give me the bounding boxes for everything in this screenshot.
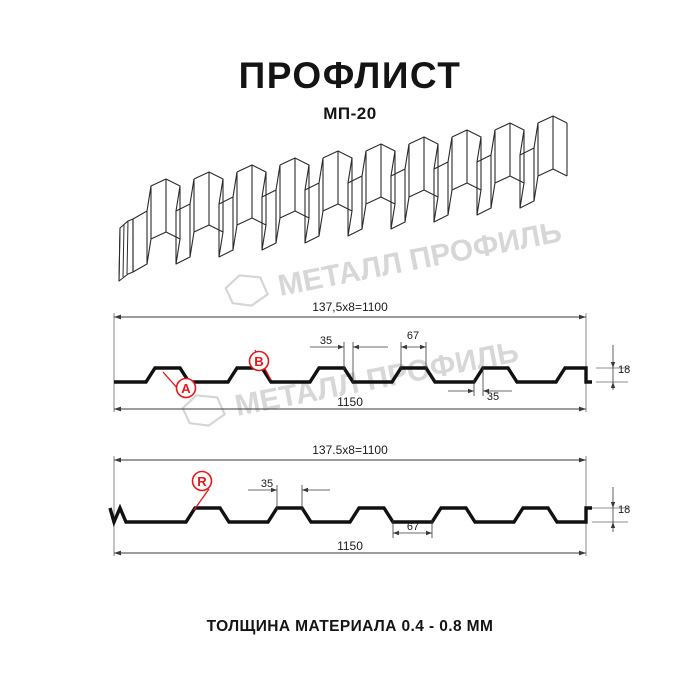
top-dim-height-label: 18 bbox=[618, 364, 630, 376]
bottom-dim-pitch-total bbox=[114, 457, 586, 463]
top-dim-height bbox=[610, 345, 616, 390]
top-dim-35-left bbox=[310, 342, 388, 384]
top-dim-overall-width bbox=[114, 406, 586, 412]
marker-r-label: R bbox=[197, 474, 207, 489]
watermark-text: МЕТАЛЛ ПРОФИЛЬ bbox=[232, 335, 521, 422]
marker-a-label: A bbox=[181, 381, 191, 396]
material-thickness-note: ТОЛЩИНА МАТЕРИАЛА 0.4 - 0.8 ММ bbox=[206, 618, 494, 635]
bottom-dim-overall-width-label: 1150 bbox=[337, 539, 363, 553]
bottom-dim-overall-width bbox=[114, 550, 586, 556]
top-profile-section-line bbox=[114, 366, 592, 384]
top-dim-pitch-total-label: 137,5x8=1100 bbox=[312, 300, 388, 314]
bottom-dim-height bbox=[610, 487, 616, 532]
bottom-profile-section-line bbox=[108, 503, 592, 528]
top-witness-lines bbox=[113, 313, 628, 412]
page-subtitle: МП-20 bbox=[323, 104, 377, 123]
marker-b-label: B bbox=[254, 354, 263, 369]
page-title: ПРОФЛИСТ bbox=[238, 55, 462, 96]
top-dim-35-left-label: 35 bbox=[320, 335, 332, 347]
top-dim-overall-width-label: 1150 bbox=[337, 395, 363, 409]
profile-top-view: 137,5x8=1100 1150 35 67 bbox=[113, 300, 630, 412]
profile-bottom-view: 137.5x8=1100 1150 35 67 bbox=[108, 443, 630, 556]
bottom-dim-35 bbox=[248, 485, 330, 510]
marker-r: R bbox=[191, 470, 213, 511]
marker-b: B bbox=[248, 349, 272, 381]
isometric-sheet-view bbox=[118, 115, 568, 282]
top-dim-67 bbox=[400, 342, 427, 370]
bottom-dim-35-label: 35 bbox=[261, 478, 273, 490]
top-dim-67-label: 67 bbox=[407, 330, 419, 342]
marker-a: A bbox=[162, 371, 197, 399]
bottom-dim-height-label: 18 bbox=[618, 504, 630, 516]
top-dim-35-right bbox=[448, 366, 512, 396]
watermark-group: МЕТАЛЛ ПРОФИЛЬ МЕТАЛЛ ПРОФИЛЬ bbox=[181, 215, 564, 427]
bottom-dim-67-label: 67 bbox=[407, 521, 419, 533]
bottom-witness-lines bbox=[113, 456, 628, 556]
top-dim-35-right-label: 35 bbox=[487, 391, 499, 403]
bottom-dim-pitch-total-label: 137.5x8=1100 bbox=[312, 443, 388, 457]
bottom-dim-67 bbox=[392, 520, 433, 538]
top-dim-pitch-total bbox=[114, 314, 586, 320]
